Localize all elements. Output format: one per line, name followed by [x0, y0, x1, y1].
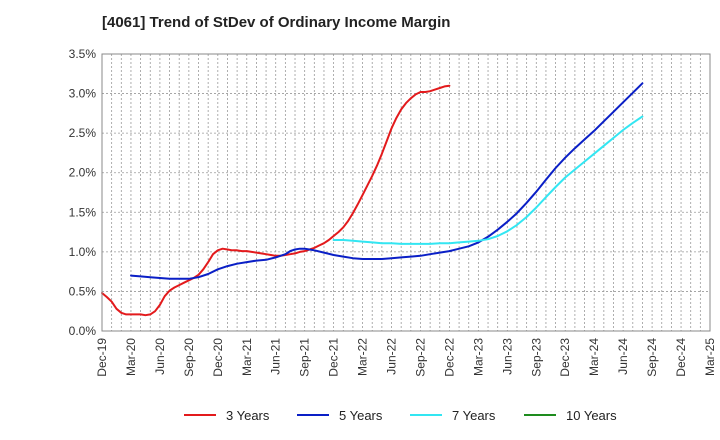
- plot-frame: [101, 53, 711, 332]
- legend-label: 3 Years: [226, 407, 270, 423]
- legend-swatch: [410, 414, 442, 416]
- x-tick-label: Mar-24: [587, 338, 601, 376]
- x-tick-label: Mar-25: [703, 338, 717, 376]
- legend-item-10-years: 10 Years: [524, 406, 617, 424]
- x-tick-label: Mar-23: [471, 338, 485, 376]
- y-tick-label: 0.5%: [69, 284, 97, 298]
- legend-item-3-years: 3 Years: [184, 406, 269, 424]
- legend-label: 10 Years: [566, 407, 617, 423]
- series-line-7-years: [332, 115, 644, 245]
- legend-item-5-years: 5 Years: [297, 406, 382, 424]
- x-tick-label: Sep-24: [645, 338, 659, 377]
- chart-title: [4061] Trend of StDev of Ordinary Income…: [102, 14, 451, 31]
- x-tick-label: Sep-21: [298, 338, 312, 377]
- x-tick-label: Jun-23: [500, 338, 514, 375]
- y-axis-ticks: 0.0% 0.5% 1.0% 1.5% 2.0% 2.5% 3.0% 3.5%: [69, 47, 97, 338]
- x-tick-label: Dec-21: [327, 338, 341, 377]
- x-tick-label: Dec-20: [211, 338, 225, 377]
- x-tick-label: Mar-22: [356, 338, 370, 376]
- y-tick-label: 1.0%: [69, 245, 97, 259]
- x-tick-label: Sep-23: [529, 338, 543, 377]
- x-tick-label: Mar-21: [240, 338, 254, 376]
- x-tick-label: Dec-22: [442, 338, 456, 377]
- y-tick-label: 2.0%: [69, 166, 97, 180]
- legend-swatch: [524, 414, 556, 416]
- x-tick-label: Dec-23: [558, 338, 572, 377]
- legend-label: 7 Years: [452, 407, 496, 423]
- legend-swatch: [184, 414, 216, 416]
- y-tick-label: 3.0%: [69, 87, 97, 101]
- y-tick-label: 3.5%: [69, 47, 97, 61]
- x-tick-label: Sep-20: [182, 338, 196, 377]
- line-chart: 0.0% 0.5% 1.0% 1.5% 2.0% 2.5% 3.0% 3.5% Dec-19 M…: [69, 47, 717, 377]
- y-tick-label: 2.5%: [69, 126, 97, 140]
- x-tick-label: Jun-20: [153, 338, 167, 375]
- x-tick-label: Sep-22: [413, 338, 427, 377]
- legend-swatch: [297, 414, 329, 416]
- x-tick-label: Jun-21: [269, 338, 283, 375]
- grid-lines: [102, 54, 710, 331]
- y-tick-label: 1.5%: [69, 205, 97, 219]
- x-tick-label: Dec-24: [674, 338, 688, 377]
- x-tick-label: Mar-20: [124, 338, 138, 376]
- series-line-5-years: [130, 82, 644, 280]
- series-lines: [101, 82, 644, 317]
- x-tick-label: Dec-19: [95, 338, 109, 377]
- legend-label: 5 Years: [339, 407, 383, 423]
- legend-item-7-years: 7 Years: [410, 406, 495, 424]
- x-axis-ticks: Dec-19 Mar-20 Jun-20 Sep-20 Dec-20 Mar-21 Jun-…: [95, 338, 717, 377]
- y-tick-label: 0.0%: [69, 324, 97, 338]
- x-tick-label: Jun-24: [616, 338, 630, 375]
- legend: 3 Years 5 Years 7 Years 10 Years: [0, 406, 720, 424]
- x-tick-label: Jun-22: [385, 338, 399, 375]
- series-line-3-years: [101, 84, 451, 317]
